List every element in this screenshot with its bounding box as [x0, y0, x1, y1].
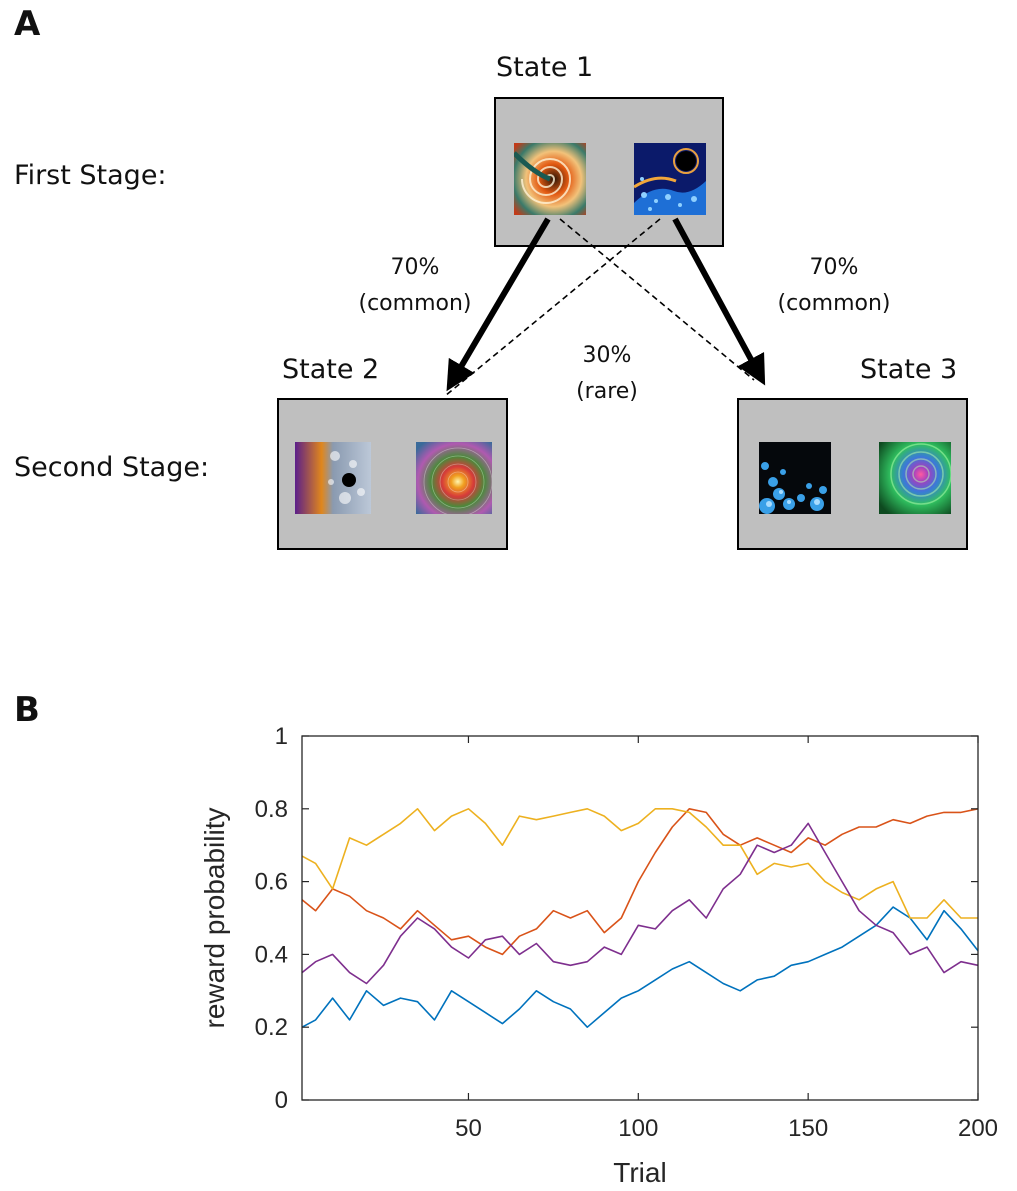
rare-annotation: 30% (rare)	[552, 338, 662, 410]
x-axis-label: Trial	[613, 1157, 666, 1188]
fractal-purple-mandelbrot-image[interactable]	[295, 442, 371, 514]
state-3-box	[737, 398, 968, 550]
rare-percent: 30%	[582, 343, 632, 368]
common-left-percent: 70%	[390, 255, 440, 280]
series-line-4	[301, 822, 979, 985]
x-tick-label: 100	[618, 1115, 658, 1142]
series-line-3	[301, 808, 978, 919]
x-tick-label: 200	[958, 1115, 998, 1142]
panel-b-letter: B	[14, 690, 40, 730]
state-2-box	[277, 398, 508, 550]
y-tick-label: 0	[275, 1087, 288, 1114]
state-1-label: State 1	[496, 52, 594, 83]
common-right-annotation: 70% (common)	[766, 250, 902, 322]
fractal-spiral-image[interactable]	[514, 143, 586, 215]
rare-kind: (rare)	[576, 379, 638, 404]
y-tick-label: 0.6	[255, 869, 288, 896]
chart-ticks-group: 50 100 150 200 0 0.2 0.4 0.6 0.8 1	[255, 723, 998, 1142]
series-line-2	[301, 808, 979, 956]
plot-frame	[301, 735, 979, 1101]
common-arrow-right	[672, 217, 766, 386]
rare-arrow-right	[559, 218, 755, 381]
fractal-blue-frost-image[interactable]	[759, 442, 831, 514]
fractal-rainbow-vortex-image[interactable]	[416, 442, 492, 514]
common-arrow-left	[446, 217, 551, 392]
second-stage-label: Second Stage:	[14, 452, 210, 483]
y-tick-label: 0.4	[255, 941, 288, 968]
first-stage-label: First Stage:	[14, 160, 167, 191]
common-right-kind: (common)	[777, 291, 891, 316]
fractal-blue-mandelbrot-image[interactable]	[634, 143, 706, 215]
series-line-1	[301, 906, 979, 1029]
y-tick-label: 1	[275, 723, 288, 750]
reward-probability-chart: 50 100 150 200 0 0.2 0.4 0.6 0.8 1 Trial reward p…	[199, 723, 998, 1188]
x-tick-label: 50	[455, 1115, 482, 1142]
rare-arrow-left	[444, 218, 661, 397]
state-1-box	[494, 97, 724, 247]
y-tick-label: 0.8	[255, 796, 288, 823]
state-2-label: State 2	[282, 354, 380, 385]
common-left-annotation: 70% (common)	[350, 250, 480, 322]
fractal-green-spiral-image[interactable]	[879, 442, 951, 514]
common-right-percent: 70%	[809, 255, 859, 280]
x-tick-label: 150	[788, 1115, 828, 1142]
y-axis-label: reward probability	[199, 808, 230, 1029]
state-3-label: State 3	[860, 354, 958, 385]
transition-arrows	[444, 217, 766, 397]
common-left-kind: (common)	[358, 291, 472, 316]
chart-series-group	[301, 808, 979, 1029]
panel-a-letter: A	[14, 4, 41, 44]
y-tick-label: 0.2	[255, 1014, 288, 1041]
